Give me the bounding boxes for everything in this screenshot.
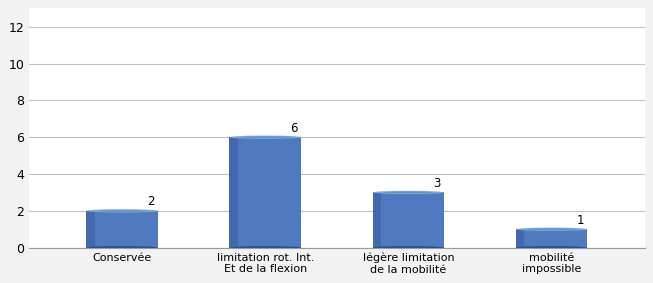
Bar bbox=[229, 137, 301, 248]
Ellipse shape bbox=[229, 136, 301, 139]
Ellipse shape bbox=[383, 192, 434, 193]
Ellipse shape bbox=[373, 191, 444, 194]
Text: 1: 1 bbox=[577, 214, 584, 227]
Bar bbox=[86, 211, 95, 248]
Ellipse shape bbox=[516, 246, 588, 249]
Ellipse shape bbox=[240, 136, 291, 138]
Ellipse shape bbox=[97, 210, 147, 212]
Ellipse shape bbox=[516, 228, 588, 231]
Text: 6: 6 bbox=[291, 122, 298, 135]
Bar bbox=[373, 192, 381, 248]
Ellipse shape bbox=[229, 246, 301, 249]
Ellipse shape bbox=[86, 209, 158, 213]
Text: 2: 2 bbox=[147, 195, 155, 208]
Ellipse shape bbox=[86, 246, 158, 249]
Bar bbox=[373, 192, 444, 248]
Bar bbox=[516, 229, 588, 248]
Bar bbox=[229, 137, 238, 248]
Bar bbox=[516, 229, 524, 248]
Ellipse shape bbox=[526, 228, 577, 230]
Ellipse shape bbox=[373, 246, 444, 249]
Text: 3: 3 bbox=[434, 177, 441, 190]
Bar bbox=[86, 211, 158, 248]
